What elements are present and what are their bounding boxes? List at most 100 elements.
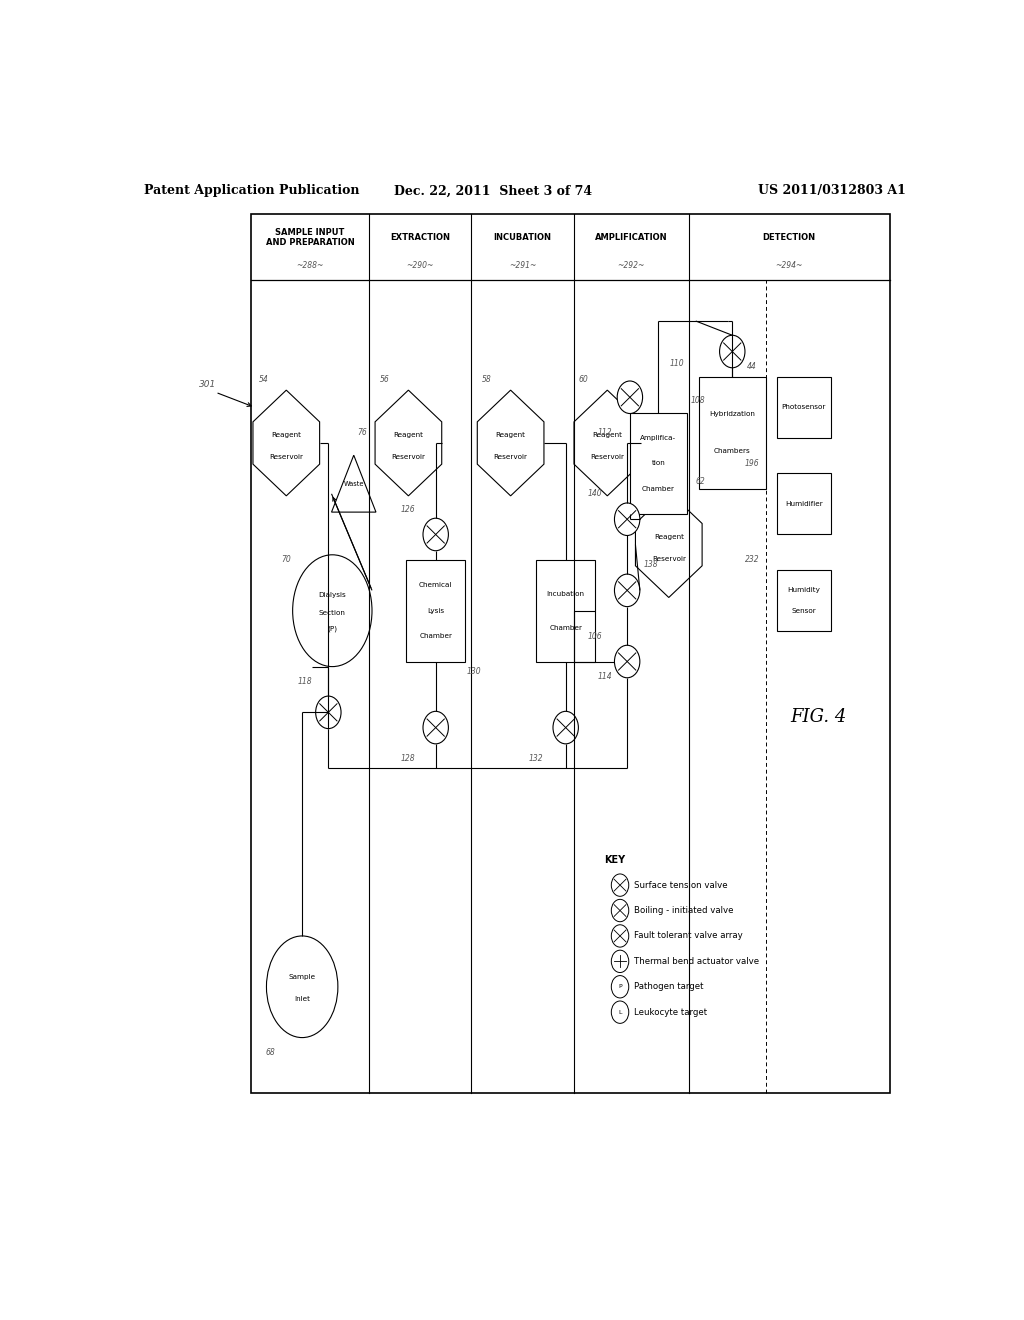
- Polygon shape: [375, 391, 441, 496]
- Text: Reservoir: Reservoir: [269, 454, 303, 461]
- Text: US 2011/0312803 A1: US 2011/0312803 A1: [758, 185, 905, 198]
- Circle shape: [423, 519, 449, 550]
- Text: Reservoir: Reservoir: [391, 454, 425, 461]
- Circle shape: [611, 975, 629, 998]
- Text: Reagent: Reagent: [653, 533, 684, 540]
- Text: 232: 232: [744, 556, 760, 565]
- Polygon shape: [636, 492, 702, 598]
- Text: Reagent: Reagent: [496, 432, 525, 438]
- Circle shape: [611, 874, 629, 896]
- Text: Waste: Waste: [343, 480, 364, 487]
- Text: Chemical: Chemical: [419, 582, 453, 589]
- Polygon shape: [253, 391, 319, 496]
- Text: Reservoir: Reservoir: [494, 454, 527, 461]
- Text: ~291~: ~291~: [509, 261, 537, 271]
- Text: 58: 58: [482, 375, 492, 384]
- Text: SAMPLE INPUT
AND PREPARATION: SAMPLE INPUT AND PREPARATION: [265, 227, 354, 247]
- Circle shape: [720, 335, 745, 368]
- Text: Reservoir: Reservoir: [590, 454, 625, 461]
- Text: Inlet: Inlet: [294, 997, 310, 1002]
- Text: 110: 110: [670, 359, 684, 368]
- FancyBboxPatch shape: [777, 474, 830, 535]
- Text: Reagent: Reagent: [271, 432, 301, 438]
- Text: L: L: [618, 1010, 622, 1015]
- Circle shape: [614, 503, 640, 536]
- Text: Dec. 22, 2011  Sheet 3 of 74: Dec. 22, 2011 Sheet 3 of 74: [394, 185, 592, 198]
- Circle shape: [611, 950, 629, 973]
- Text: P: P: [618, 985, 622, 989]
- Text: Hybridzation: Hybridzation: [710, 412, 756, 417]
- Text: Thermal bend actuator valve: Thermal bend actuator valve: [634, 957, 760, 966]
- Text: 118: 118: [297, 677, 312, 686]
- Text: ~292~: ~292~: [617, 261, 645, 271]
- Text: FIG. 4: FIG. 4: [791, 709, 847, 726]
- Text: Chamber: Chamber: [549, 624, 583, 631]
- Text: KEY: KEY: [604, 855, 626, 865]
- Text: 54: 54: [259, 375, 269, 384]
- Circle shape: [617, 381, 643, 413]
- Text: 106: 106: [588, 631, 603, 640]
- FancyBboxPatch shape: [777, 570, 830, 631]
- Text: 60: 60: [579, 375, 589, 384]
- Text: Section: Section: [318, 610, 346, 615]
- Text: 196: 196: [744, 459, 760, 467]
- Polygon shape: [574, 391, 641, 496]
- Text: Chamber: Chamber: [642, 486, 675, 492]
- FancyBboxPatch shape: [777, 378, 830, 438]
- Text: 112: 112: [597, 428, 611, 437]
- Ellipse shape: [266, 936, 338, 1038]
- Text: Humidity: Humidity: [787, 587, 820, 594]
- Text: 56: 56: [380, 375, 389, 384]
- Circle shape: [611, 925, 629, 948]
- Circle shape: [614, 645, 640, 677]
- Text: Reservoir: Reservoir: [652, 556, 686, 562]
- Text: DETECTION: DETECTION: [763, 232, 816, 242]
- Text: Boiling - initiated valve: Boiling - initiated valve: [634, 906, 734, 915]
- Text: Humidifier: Humidifier: [784, 502, 822, 507]
- Circle shape: [315, 696, 341, 729]
- Text: 114: 114: [598, 672, 612, 681]
- Text: Incubation: Incubation: [547, 591, 585, 597]
- Text: ~294~: ~294~: [775, 261, 803, 271]
- Circle shape: [611, 899, 629, 921]
- Text: Reagent: Reagent: [592, 432, 623, 438]
- Text: 62: 62: [695, 477, 706, 486]
- FancyBboxPatch shape: [698, 378, 766, 488]
- Text: INCUBATION: INCUBATION: [494, 232, 552, 242]
- Text: ~290~: ~290~: [407, 261, 434, 271]
- Text: (P): (P): [328, 626, 337, 632]
- Text: 68: 68: [265, 1048, 275, 1057]
- Text: 76: 76: [356, 428, 367, 437]
- Circle shape: [553, 711, 579, 744]
- Text: 128: 128: [400, 754, 416, 763]
- Text: 138: 138: [644, 561, 658, 569]
- Text: Lysis: Lysis: [427, 607, 444, 614]
- Text: 140: 140: [588, 490, 603, 499]
- Text: Leukocyte target: Leukocyte target: [634, 1007, 708, 1016]
- Ellipse shape: [293, 554, 372, 667]
- Text: Sensor: Sensor: [792, 607, 816, 614]
- FancyBboxPatch shape: [536, 560, 595, 661]
- Text: Chambers: Chambers: [714, 449, 751, 454]
- Text: Fault tolerant valve array: Fault tolerant valve array: [634, 932, 743, 940]
- Text: 301: 301: [199, 380, 216, 388]
- Polygon shape: [477, 391, 544, 496]
- Text: 108: 108: [691, 396, 706, 405]
- Text: Amplifica-: Amplifica-: [640, 434, 677, 441]
- Text: AMPLIFICATION: AMPLIFICATION: [595, 232, 668, 242]
- FancyBboxPatch shape: [630, 413, 687, 515]
- Text: EXTRACTION: EXTRACTION: [390, 232, 451, 242]
- Text: tion: tion: [651, 461, 666, 466]
- Circle shape: [611, 1001, 629, 1023]
- Circle shape: [614, 574, 640, 607]
- Text: Sample: Sample: [289, 974, 315, 979]
- Circle shape: [423, 711, 449, 744]
- Text: 126: 126: [400, 504, 416, 513]
- Text: Photosensor: Photosensor: [781, 404, 826, 411]
- Text: Pathogen target: Pathogen target: [634, 982, 703, 991]
- Text: Dialysis: Dialysis: [318, 593, 346, 598]
- Text: 44: 44: [748, 362, 757, 371]
- Text: ~288~: ~288~: [296, 261, 324, 271]
- Text: 130: 130: [467, 667, 481, 676]
- FancyBboxPatch shape: [406, 560, 466, 661]
